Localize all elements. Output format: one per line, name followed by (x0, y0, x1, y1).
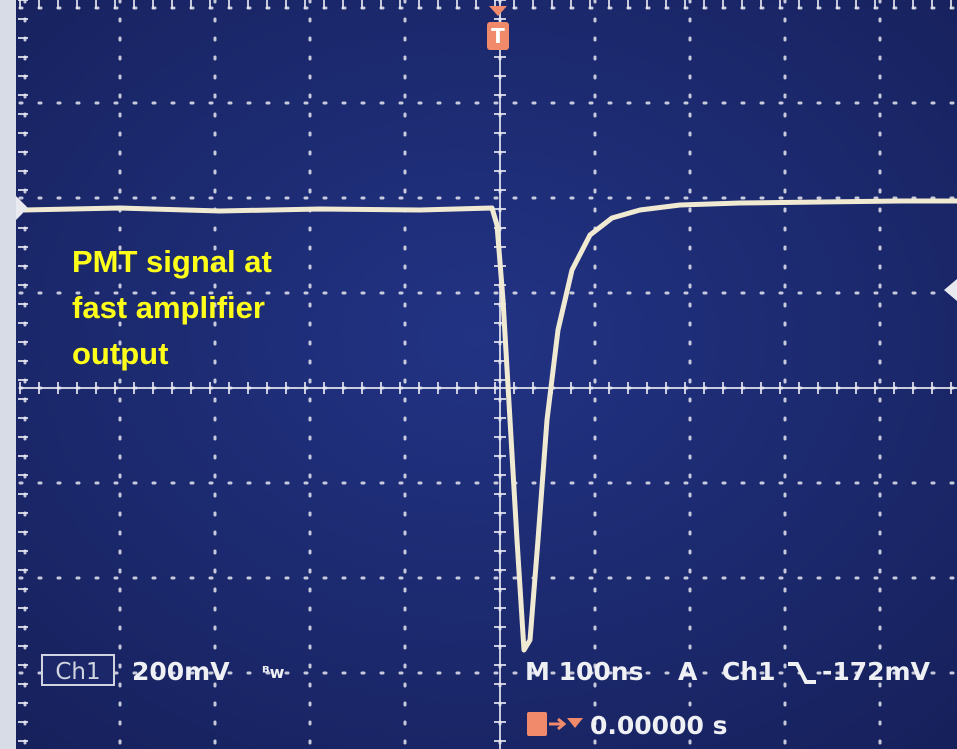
trigger-position: 0.00000 s (590, 711, 727, 740)
annotation-line: output (72, 336, 168, 371)
bandwidth-icon: ᴮw (262, 663, 285, 682)
channel-box (41, 654, 115, 686)
timebase: M 100ns (525, 657, 643, 686)
offset-marker (944, 279, 957, 301)
trigger-position-icon (527, 712, 583, 736)
trigger-marker-label: T (491, 24, 505, 48)
trigger-marker: T (487, 6, 509, 50)
channel-label: Ch1 (55, 659, 100, 685)
trigger-source: Ch1 (722, 657, 776, 686)
bezel (0, 0, 16, 749)
vertical-scale: 200mV (132, 657, 230, 686)
trigger-mode: A (678, 657, 698, 686)
trigger-level: -172mV (822, 657, 931, 686)
annotation-line: fast amplifier (72, 290, 265, 325)
waveform (23, 198, 957, 653)
ground-marker (16, 196, 28, 220)
slope-icon (788, 662, 816, 684)
annotation-line: PMT signal at (72, 244, 272, 279)
